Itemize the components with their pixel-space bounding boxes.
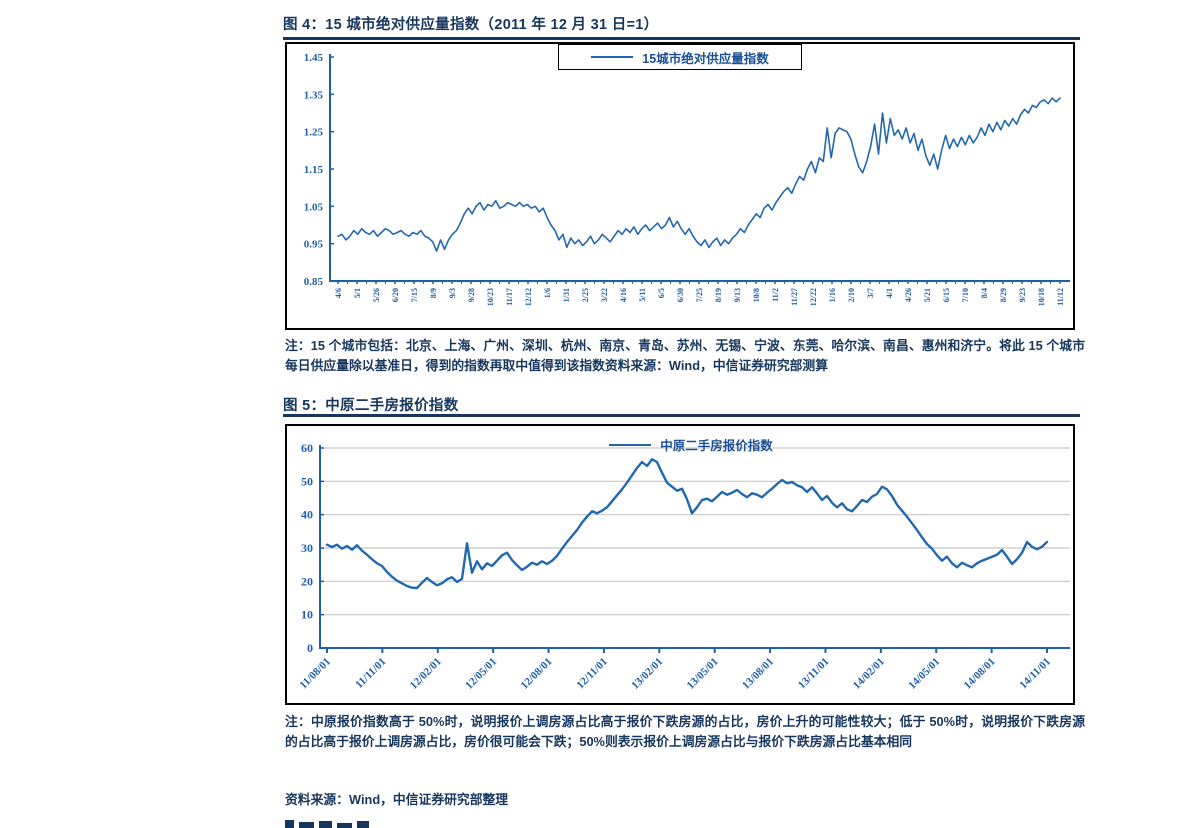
clipped-text-fragment xyxy=(285,820,294,828)
x-tick-label: 1/6 xyxy=(543,288,552,298)
x-tick-label: 11/2 xyxy=(771,288,780,302)
x-tick-label: 11/17 xyxy=(505,288,514,306)
x-tick-label: 12/22 xyxy=(809,288,818,306)
figure4-plot: 1.45 1.35 1.25 1.15 1.05 0.95 0.85 4/6 5/1 5/26 6/… xyxy=(304,52,1070,306)
x-tick-label: 8/4 xyxy=(980,288,989,298)
x-tick-label: 9/23 xyxy=(1018,288,1027,302)
figure5-plot: 60 50 40 30 20 10 011/08/01 11/11/01 12/02/01 12/… xyxy=(297,441,1070,692)
y-tick-label: 1.45 xyxy=(304,52,324,64)
x-tick-label: 14/02/01 xyxy=(851,656,887,692)
x-tick-label: 4/1 xyxy=(885,288,894,298)
series-line xyxy=(337,97,1061,252)
clipped-text-fragment xyxy=(337,823,352,828)
x-tick-label: 14/08/01 xyxy=(962,656,998,692)
figure5-title-rule xyxy=(283,414,1080,417)
x-tick-label: 3/7 xyxy=(866,288,875,298)
clipped-text-fragment xyxy=(319,821,332,828)
x-tick-label: 13/08/01 xyxy=(740,656,776,692)
figure5-title: 图 5：中原二手房报价指数 xyxy=(283,398,459,414)
x-tick-label: 12/12 xyxy=(524,288,533,306)
x-tick-label: 10/18 xyxy=(1037,288,1046,306)
clipped-text-fragment xyxy=(357,821,369,828)
x-tick-label: 9/13 xyxy=(733,288,742,302)
x-tick-label: 5/1 xyxy=(353,288,362,298)
y-tick-label: 1.35 xyxy=(304,89,324,101)
x-tick-label: 8/9 xyxy=(429,288,438,298)
x-tick-label: 4/26 xyxy=(904,288,913,302)
x-tick-label: 8/19 xyxy=(714,288,723,302)
x-tick-label: 2/25 xyxy=(581,288,590,302)
clipped-text-fragment xyxy=(299,822,314,828)
x-tick-label: 10/23 xyxy=(486,288,495,306)
figure4-title: 图 4：15 城市绝对供应量指数（2011 年 12 月 31 日=1） xyxy=(283,17,659,33)
x-tick-label: 12/05/01 xyxy=(463,656,499,692)
figure5-legend-label: 中原二手房报价指数 xyxy=(660,439,773,453)
figure4-legend: 15城市绝对供应量指数 xyxy=(558,44,802,70)
legend-line-icon xyxy=(609,443,652,446)
y-tick-label: 40 xyxy=(301,508,313,522)
figure4-title-rule xyxy=(283,37,1080,40)
y-tick-label: 1.05 xyxy=(304,201,324,213)
content-column: 图 4：15 城市绝对供应量指数（2011 年 12 月 31 日=1） 1.4… xyxy=(283,0,1088,828)
x-tick-label: 11/11/01 xyxy=(353,656,388,691)
x-tick-label: 2/10 xyxy=(847,288,856,302)
y-tick-label: 30 xyxy=(301,541,313,555)
x-tick-label: 7/15 xyxy=(410,288,419,302)
legend-line-icon xyxy=(591,56,634,58)
y-tick-label: 1.15 xyxy=(304,164,324,176)
y-tick-label: 60 xyxy=(301,441,313,455)
figure4-note: 注：15 个城市包括：北京、上海、广州、深圳、杭州、南京、青岛、苏州、无锡、宁波… xyxy=(285,338,1085,373)
figure4-legend-label: 15城市绝对供应量指数 xyxy=(642,51,769,66)
x-tick-label: 12/08/01 xyxy=(519,656,555,692)
x-tick-label: 9/28 xyxy=(467,288,476,302)
x-tick-label: 5/11 xyxy=(638,288,647,302)
x-tick-label: 3/22 xyxy=(600,288,609,302)
x-tick-label: 12/02/01 xyxy=(408,656,444,692)
x-tick-label: 5/26 xyxy=(372,288,381,302)
y-tick-label: 20 xyxy=(301,574,313,588)
figure5-legend: 中原二手房报价指数 xyxy=(565,435,817,454)
x-tick-label: 13/05/01 xyxy=(685,656,721,692)
x-tick-label: 14/05/01 xyxy=(906,656,942,692)
x-tick-label: 6/15 xyxy=(942,288,951,302)
series-line xyxy=(325,458,1049,590)
x-tick-label: 6/30 xyxy=(676,288,685,302)
x-tick-label: 7/25 xyxy=(695,288,704,302)
figure5-note: 注：中原报价指数高于 50%时，说明报价上调房源占比高于报价下跌房源的占比，房价… xyxy=(285,714,1085,749)
x-tick-label: 6/20 xyxy=(391,288,400,302)
x-tick-label: 13/11/01 xyxy=(796,656,832,692)
y-tick-label: 0.95 xyxy=(304,239,324,251)
y-tick-label: 1.25 xyxy=(304,127,324,139)
figure5-source: 资料来源：Wind，中信证券研究部整理 xyxy=(285,792,509,807)
x-tick-label: 1/16 xyxy=(828,288,837,302)
x-tick-label: 4/16 xyxy=(619,288,628,302)
x-tick-label: 13/02/01 xyxy=(629,656,665,692)
y-tick-label: 0.85 xyxy=(304,276,324,288)
x-tick-label: 4/6 xyxy=(334,288,343,298)
figure4-chart: 1.45 1.35 1.25 1.15 1.05 0.95 0.85 4/6 5/1 5/26 6/… xyxy=(285,42,1075,330)
x-tick-label: 8/29 xyxy=(999,288,1008,302)
x-tick-label: 14/11/01 xyxy=(1017,656,1053,692)
clipped-next-heading xyxy=(285,819,585,828)
figure5-chart: 60 50 40 30 20 10 0 11/08/01 11/11/01 12/02/01 12/… xyxy=(285,424,1075,705)
x-tick-label: 1/31 xyxy=(562,288,571,302)
x-tick-label: 5/21 xyxy=(923,288,932,302)
x-tick-label: 9/3 xyxy=(448,288,457,298)
x-tick-label: 11/12 xyxy=(1056,288,1065,306)
y-tick-label: 50 xyxy=(301,474,313,488)
y-tick-label: 0 xyxy=(307,641,313,655)
x-tick-label: 6/5 xyxy=(657,288,666,298)
x-tick-label: 11/08/01 xyxy=(297,656,333,692)
x-tick-label: 7/10 xyxy=(961,288,970,302)
x-tick-label: 11/27 xyxy=(790,288,799,306)
x-tick-label: 12/11/01 xyxy=(574,656,610,692)
y-tick-label: 10 xyxy=(301,608,313,622)
x-tick-label: 10/8 xyxy=(752,288,761,302)
